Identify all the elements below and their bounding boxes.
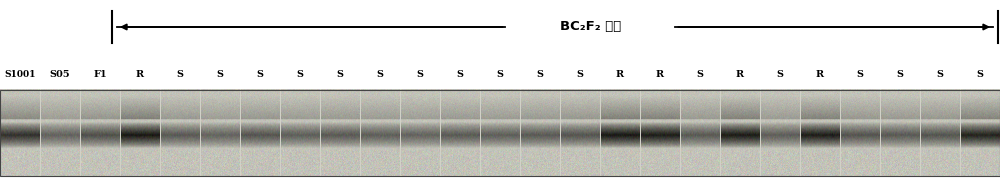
Text: S: S	[697, 70, 704, 79]
Text: S: S	[576, 70, 584, 79]
Text: S: S	[937, 70, 944, 79]
Text: BC₂F₂ 单株: BC₂F₂ 单株	[560, 21, 621, 33]
Text: R: R	[656, 70, 664, 79]
Text: S: S	[256, 70, 264, 79]
Text: S05: S05	[50, 70, 70, 79]
Text: S: S	[896, 70, 904, 79]
Text: R: R	[816, 70, 824, 79]
Text: S: S	[376, 70, 384, 79]
Text: S: S	[456, 70, 464, 79]
Text: R: R	[616, 70, 624, 79]
Text: S: S	[536, 70, 544, 79]
Text: S: S	[496, 70, 504, 79]
Text: S: S	[296, 70, 304, 79]
Text: S: S	[176, 70, 184, 79]
Text: F1: F1	[93, 70, 107, 79]
Text: S1001: S1001	[4, 70, 36, 79]
Text: R: R	[136, 70, 144, 79]
Bar	[0, 90, 1000, 176]
Text: S: S	[856, 70, 864, 79]
Text: S: S	[976, 70, 984, 79]
Text: S: S	[216, 70, 224, 79]
Text: S: S	[336, 70, 344, 79]
Text: S: S	[776, 70, 784, 79]
Text: S: S	[416, 70, 424, 79]
Text: R: R	[736, 70, 744, 79]
